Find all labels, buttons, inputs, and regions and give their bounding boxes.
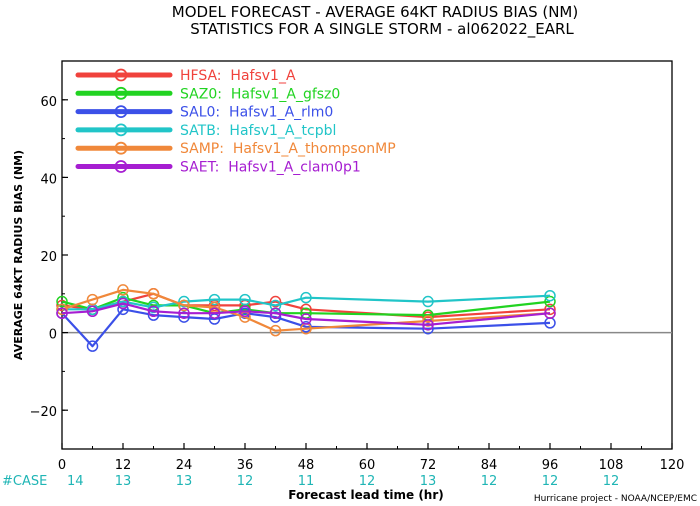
data-point	[117, 297, 129, 310]
case-count: 12	[542, 474, 559, 489]
legend-marker	[114, 160, 128, 173]
case-count: 12	[359, 474, 376, 489]
credit-text: Hurricane project - NOAA/NCEP/EMC	[534, 494, 697, 504]
legend-marker	[114, 141, 128, 155]
data-point	[208, 293, 221, 306]
y-tick-label: 0	[49, 328, 57, 343]
case-count: 13	[420, 474, 437, 489]
data-point	[269, 295, 282, 308]
data-point	[147, 305, 160, 318]
legend-marker	[114, 68, 128, 82]
data-point	[544, 307, 556, 319]
x-tick-label: 72	[420, 458, 437, 473]
y-axis: −20 0 20 40 60	[30, 60, 68, 450]
data-point	[239, 305, 251, 318]
data-point	[86, 293, 99, 306]
y-tick-label: 60	[40, 95, 57, 110]
data-point	[544, 303, 556, 316]
data-point	[422, 295, 434, 308]
x-tick-label: 48	[298, 458, 315, 473]
series-line	[61, 288, 551, 332]
data-point	[208, 307, 221, 319]
data-point	[178, 307, 190, 319]
y-tick-label: 20	[40, 250, 57, 265]
data-point	[178, 299, 190, 312]
data-point	[147, 288, 160, 300]
x-tick-label: 60	[359, 458, 376, 473]
series-layer	[56, 284, 556, 352]
data-point	[269, 324, 282, 337]
y-tick-label: 40	[40, 172, 57, 187]
x-tick-label: 0	[58, 458, 66, 473]
case-count: 11	[298, 474, 315, 489]
x-tick-label: 12	[115, 458, 132, 473]
data-point	[56, 299, 68, 312]
x-tick-label: 24	[176, 458, 193, 473]
legend-label: SAET: Hafsv1_A_clam0p1	[180, 160, 361, 176]
data-point	[269, 307, 282, 319]
data-point	[56, 295, 68, 308]
case-count: 13	[115, 474, 132, 489]
legend-marker	[114, 123, 128, 137]
data-point	[178, 311, 190, 323]
legend-label: SAL0: Hafsv1_A_rlm0	[180, 105, 333, 121]
series-line	[62, 294, 551, 311]
data-point	[86, 305, 99, 318]
legend-label: SAMP: Hafsv1_A_thompsonMP	[180, 141, 396, 157]
data-point	[56, 307, 68, 319]
data-point	[300, 291, 312, 304]
case-count: 12	[237, 474, 254, 489]
case-counts: 14 13 13 12 11 12 13 12 12 12	[67, 474, 619, 489]
y-axis-label: AVERAGE 64KT RADIUS BIAS (NM)	[12, 150, 25, 360]
y-tick-label: −20	[30, 405, 57, 420]
x-tick-label: 36	[237, 458, 254, 473]
data-point	[269, 311, 282, 323]
legend-label: SATB: Hafsv1_A_tcpbl	[180, 123, 336, 139]
case-label: #CASE	[2, 474, 47, 489]
data-point	[269, 299, 282, 312]
data-point	[422, 315, 434, 327]
x-axis: 0 12 24 36 48 60 72 84 96 108 120	[58, 443, 685, 473]
data-point	[239, 293, 251, 306]
x-tick-label: 96	[542, 458, 559, 473]
data-point	[56, 303, 68, 316]
data-point	[117, 284, 129, 296]
data-point	[544, 289, 556, 302]
legend: HFSA: Hafsv1_A SAZ0: Hafsv1_A_gfsz0 SAL0: …	[75, 68, 396, 176]
case-count: 12	[603, 474, 620, 489]
data-point	[422, 319, 434, 331]
data-point	[86, 340, 99, 352]
legend-label: SAZ0: Hafsv1_A_gfsz0	[180, 86, 340, 102]
chart-title: MODEL FORECAST - AVERAGE 64KT RADIUS BIA…	[172, 3, 578, 21]
legend-label: HFSA: Hafsv1_A	[180, 68, 296, 84]
series-line	[61, 302, 551, 326]
case-count: 12	[481, 474, 498, 489]
x-axis-label: Forecast lead time (hr)	[288, 488, 444, 502]
data-point	[147, 309, 160, 321]
series-line	[61, 308, 551, 348]
legend-marker	[114, 105, 128, 118]
x-tick-label: 108	[599, 458, 624, 473]
data-point	[300, 313, 312, 325]
plot-frame	[61, 60, 673, 450]
x-tick-label: 120	[660, 458, 685, 473]
legend-marker	[114, 86, 128, 100]
case-count: 14	[67, 474, 84, 489]
chart-subtitle: STATISTICS FOR A SINGLE STORM - al062022…	[190, 20, 574, 39]
data-point	[178, 295, 190, 308]
x-tick-label: 84	[481, 458, 498, 473]
case-count: 13	[176, 474, 193, 489]
